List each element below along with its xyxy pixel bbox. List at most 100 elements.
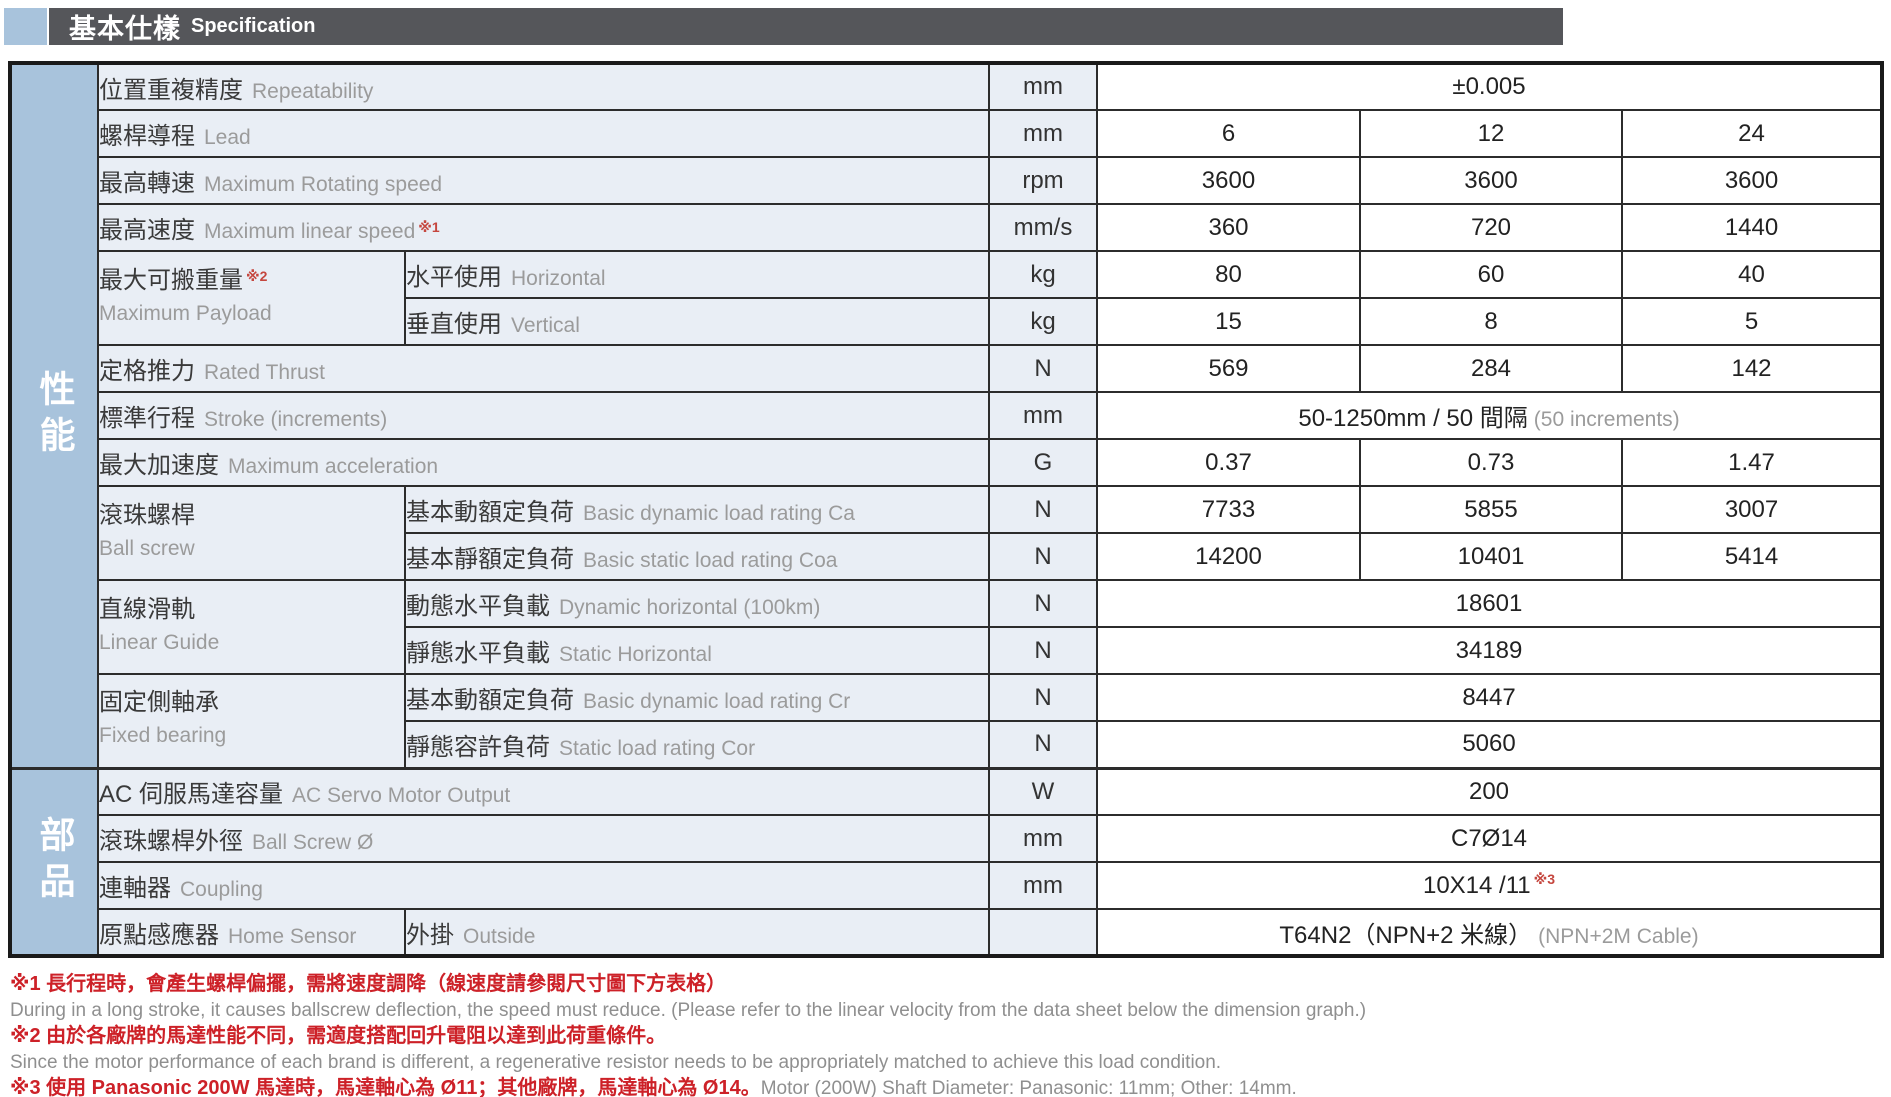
page-title-en: Specification [191,15,316,37]
table-row: 固定側軸承 Fixed bearing 基本動額定負荷 Basic dynamic… [10,673,1884,769]
unit-cell: kg [988,250,1098,299]
value-cell: 8 [1359,297,1623,346]
footnote-ref: ※2 [246,268,268,285]
section-label-parts: 部品 [9,766,99,957]
value-cell: 3600 [1620,156,1884,205]
value-cell: 12 [1359,109,1623,158]
row-label-lead: 螺桿導程 Lead [97,109,990,158]
row-label-outside: 外掛 Outside [404,908,990,957]
page-title-zh: 基本仕樣 [69,14,181,44]
row-label-static-horizontal: 靜態水平負載 Static Horizontal [404,626,990,675]
table-row: 螺桿導程 Lead mm 6 12 24 [10,109,1884,158]
row-label-basic-dynamic-cr: 基本動額定負荷 Basic dynamic load rating Cr [404,673,990,722]
group-label-fixed-bearing: 固定側軸承 Fixed bearing [97,673,406,769]
value-cell: ±0.005 [1095,62,1884,111]
row-label-stroke: 標準行程 Stroke (increments) [97,391,990,440]
section-label-performance: 性能 [9,62,99,769]
value-cell: C7Ø14 [1095,814,1884,863]
value-cell: 3600 [1359,156,1623,205]
row-label-ball-screw-od: 滾珠螺桿外徑 Ball Screw Ø [97,814,990,863]
value-cell: 24 [1620,109,1884,158]
unit-cell: N [988,344,1098,393]
value-cell: 3007 [1620,485,1884,534]
row-label-home-sensor: 原點感應器 Home Sensor [97,908,406,957]
unit-cell: G [988,438,1098,487]
value-cell: 7733 [1096,485,1361,534]
value-cell: 0.73 [1359,438,1623,487]
table-row: 連軸器 Coupling mm 10X14 /11 ※3 [10,861,1884,910]
value-cell: 3600 [1096,156,1361,205]
row-label-dynamic-horizontal: 動態水平負載 Dynamic horizontal (100km) [404,579,990,628]
footnote-2-zh: ※2 由於各廠牌的馬達性能不同，需適度搭配回升電阻以達到此荷重條件。 [10,1025,667,1047]
table-row: 滾珠螺桿 Ball screw 基本動額定負荷 Basic dynamic loa… [10,485,1884,581]
unit-cell: mm/s [988,203,1098,252]
value-cell: 80 [1096,250,1361,299]
value-cell: 1440 [1620,203,1884,252]
table-row: 垂直使用 Vertical kg 15 8 5 [10,297,1884,346]
unit-cell: mm [988,861,1098,910]
value-cell: 14200 [1096,532,1361,581]
table-row: 定格推力 Rated Thrust N 569 284 142 [10,344,1884,393]
value-cell: 6 [1096,109,1361,158]
value-cell: 60 [1359,250,1623,299]
table-row: 最大加速度 Maximum acceleration G 0.37 0.73 1.… [10,438,1884,487]
footnotes: ※1 長行程時，會產生螺桿偏擺，需將速度調降（線速度請參閱尺寸圖下方表格） Du… [10,972,1885,1097]
unit-cell: rpm [988,156,1098,205]
unit-cell: N [988,673,1098,722]
footnote-1-zh: ※1 長行程時，會產生螺桿偏擺，需將速度調降（線速度請參閱尺寸圖下方表格） [10,973,727,995]
specification-table: 性能 位置重複精度 Repeatability mm ±0.005 螺桿導程 Lea… [8,61,1885,958]
row-label-static-cor: 靜態容許負荷 Static load rating Cor [404,720,990,769]
table-row: 部品 AC 伺服馬達容量 AC Servo Motor Output W 200 [9,766,1884,957]
table-row: 性能 位置重複精度 Repeatability mm ±0.005 [9,62,1884,769]
row-label-basic-dynamic-ca: 基本動額定負荷 Basic dynamic load rating Ca [404,485,990,534]
group-label-max-payload: 最大可搬重量 ※2 Maximum Payload [97,250,406,346]
row-label-servo-output: AC 伺服馬達容量 AC Servo Motor Output [97,766,990,816]
vertical-text: 性能 [34,369,76,462]
footnote-ref: ※1 [418,218,440,235]
header-accent-square [4,8,47,45]
footnote-1-en: During in a long stroke, it causes balls… [10,999,1367,1021]
value-cell: 8447 [1095,673,1884,722]
row-label-max-linear-speed: 最高速度 Maximum linear speed ※1 [97,203,990,252]
row-label-rated-thrust: 定格推力 Rated Thrust [97,344,990,393]
table-row: 滾珠螺桿外徑 Ball Screw Ø mm C7Ø14 [10,814,1884,863]
unit-cell: mm [988,109,1098,158]
unit-cell: N [988,626,1098,675]
table-row: 標準行程 Stroke (increments) mm 50-1250mm / 5… [10,391,1884,440]
footnote-3: ※3 使用 Panasonic 200W 馬達時，馬達軸心為 Ø11；其他廠牌，… [10,1077,1297,1097]
unit-cell: W [988,766,1098,816]
row-label-max-rotating-speed: 最高轉速 Maximum Rotating speed [97,156,990,205]
value-cell: 40 [1620,250,1884,299]
table-row: 原點感應器 Home Sensor 外掛 Outside T64N2（NPN+2 米… [10,908,1884,957]
unit-cell: N [988,485,1098,534]
group-label-linear-guide: 直線滑軌 Linear Guide [97,579,406,675]
unit-cell: N [988,532,1098,581]
footnote-ref: ※3 [1533,870,1556,887]
row-label-horizontal: 水平使用 Horizontal [404,250,990,299]
row-label-vertical: 垂直使用 Vertical [404,297,990,346]
unit-cell: N [988,579,1098,628]
value-cell: 569 [1096,344,1361,393]
vertical-text: 部品 [34,815,76,908]
unit-cell [988,908,1098,957]
unit-cell: kg [988,297,1098,346]
footnote-2-en: Since the motor performance of each bran… [10,1051,1222,1073]
unit-cell: mm [988,391,1098,440]
value-cell: 360 [1096,203,1361,252]
value-cell: T64N2（NPN+2 米線） (NPN+2M Cable) [1095,908,1884,957]
row-label-coupling: 連軸器 Coupling [97,861,990,910]
value-cell: 142 [1620,344,1884,393]
value-cell: 18601 [1095,579,1884,628]
table-row: 靜態容許負荷 Static load rating Cor N 5060 [10,720,1884,769]
table-row: 基本靜額定負荷 Basic static load rating Coa N 14… [10,532,1884,581]
value-cell: 200 [1095,766,1884,816]
value-cell: 34189 [1095,626,1884,675]
value-cell: 0.37 [1096,438,1361,487]
value-cell: 10401 [1359,532,1623,581]
table-row: 最大可搬重量 ※2 Maximum Payload 水平使用 Horizontal … [10,250,1884,346]
table-row: 最高速度 Maximum linear speed ※1 mm/s 360 720 … [10,203,1884,252]
section-header-bar: 基本仕樣 Specification [49,8,1563,45]
row-label-max-acceleration: 最大加速度 Maximum acceleration [97,438,990,487]
value-cell: 720 [1359,203,1623,252]
